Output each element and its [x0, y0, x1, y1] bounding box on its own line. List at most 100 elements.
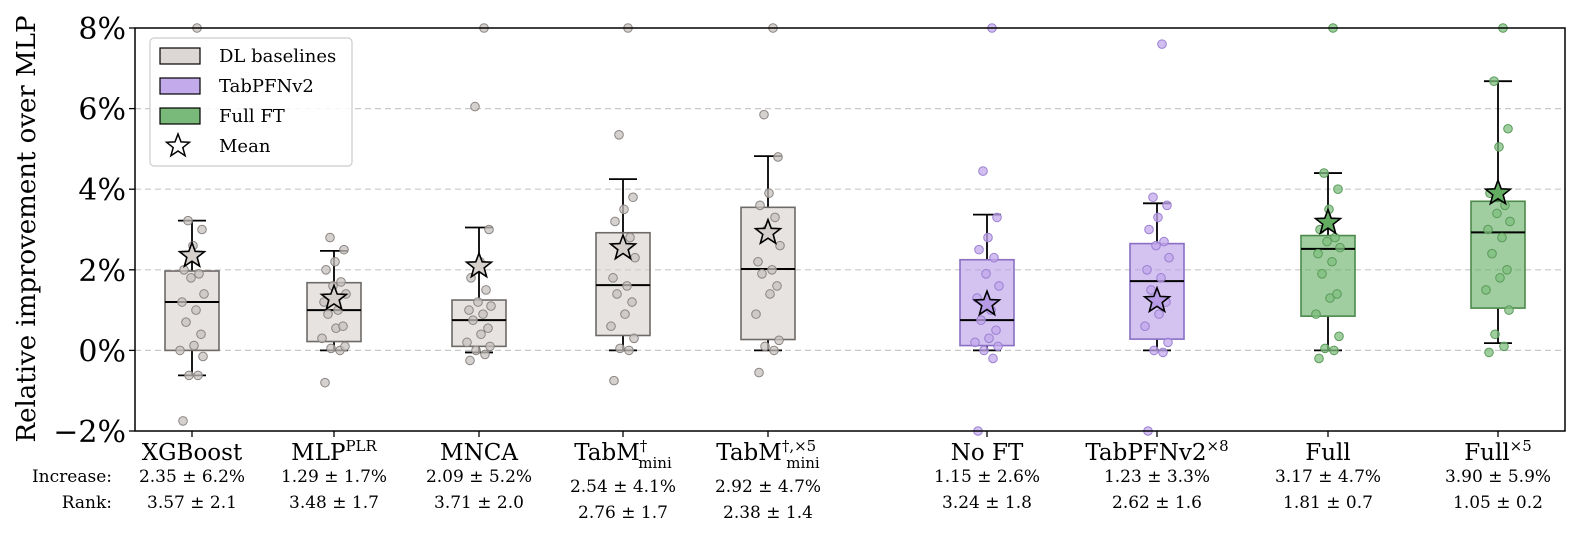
data-point-1-7: [323, 309, 333, 319]
y-tick-label-5: 8%: [78, 12, 126, 47]
data-point-2-15: [484, 224, 494, 235]
data-point-7-16: [1319, 168, 1329, 178]
mean-star-4: [753, 217, 783, 246]
increase-value-6: 1.23 ± 3.3%: [1104, 467, 1210, 487]
data-point-3-3: [629, 333, 639, 344]
data-point-3-14: [619, 204, 629, 215]
legend-swatch-1: [159, 77, 201, 95]
data-point-4-6: [772, 281, 782, 291]
data-point-8-1: [1499, 341, 1509, 352]
data-point-7-3: [1334, 331, 1344, 342]
data-point-7-1: [1329, 345, 1339, 356]
mean-star-5: [972, 288, 1002, 317]
data-point-3-5: [620, 309, 630, 319]
x-tick-label-7: Full: [1305, 440, 1350, 466]
data-point-1-16: [325, 232, 335, 243]
data-point-7-15: [1333, 184, 1343, 194]
data-point-3-2: [615, 343, 625, 354]
data-point-4-7: [757, 269, 767, 279]
legend-frame: [149, 37, 353, 167]
x-tick-label-2: MNCA: [440, 440, 518, 466]
data-point-6-16: [1148, 192, 1158, 203]
data-point-2-7: [468, 315, 478, 325]
data-point-0-2: [184, 370, 194, 381]
rank-value-7: 1.81 ± 0.7: [1283, 493, 1373, 513]
legend-swatch-0: [159, 47, 201, 65]
data-point-7-9: [1313, 248, 1323, 259]
data-point-8-7: [1487, 248, 1497, 259]
increase-row-label: Increase:: [32, 467, 112, 487]
data-point-2-16: [470, 101, 480, 112]
data-point-5-7: [976, 315, 986, 325]
data-point-4-13: [755, 200, 765, 211]
increase-value-7: 3.17 ± 4.7%: [1275, 467, 1381, 487]
data-point-8-14: [1494, 142, 1504, 152]
data-point-3-10: [630, 252, 640, 263]
data-point-1-4: [317, 333, 327, 344]
data-point-2-0: [465, 355, 475, 366]
data-point-2-4: [462, 337, 472, 348]
data-point-6-8: [1156, 273, 1166, 283]
increase-value-8: 3.90 ± 5.9%: [1445, 467, 1551, 487]
data-point-7-2: [1320, 343, 1330, 354]
mean-star-3: [608, 232, 638, 261]
data-point-1-2: [326, 343, 336, 354]
y-tick-label-0: −2%: [53, 415, 126, 450]
rank-value-1: 3.48 ± 1.7: [289, 493, 379, 513]
data-point-6-13: [1144, 224, 1154, 235]
data-point-8-9: [1483, 224, 1493, 235]
rank-value-2: 3.71 ± 2.0: [434, 493, 524, 513]
data-point-8-8: [1497, 232, 1507, 243]
data-point-1-13: [321, 265, 331, 275]
x-tick-label-6: TabPFNv2×8: [1085, 437, 1228, 466]
data-point-6-4: [1140, 321, 1150, 332]
mean-star-1: [319, 283, 349, 311]
data-point-8-16: [1489, 76, 1499, 86]
data-point-4-8: [767, 265, 777, 275]
data-point-4-5: [765, 289, 775, 299]
data-point-5-11: [981, 269, 991, 279]
y-tick-label-2: 2%: [78, 254, 126, 289]
data-point-8-5: [1495, 273, 1505, 283]
data-points: [175, 23, 1515, 436]
data-point-4-2: [760, 341, 770, 352]
data-point-2-8: [478, 309, 488, 319]
data-point-6-3: [1163, 337, 1173, 348]
data-point-6-7: [1146, 285, 1156, 295]
data-point-1-12: [336, 277, 346, 287]
data-point-3-1: [624, 345, 634, 356]
data-point-7-8: [1327, 256, 1337, 267]
legend-swatch-2: [159, 107, 201, 125]
data-point-8-4: [1481, 285, 1491, 295]
data-point-7-11: [1322, 236, 1332, 247]
increase-value-2: 2.09 ± 5.2%: [426, 467, 532, 487]
data-point-3-8: [622, 281, 632, 291]
data-point-4-9: [753, 256, 763, 267]
data-point-1-15: [339, 244, 349, 255]
data-point-0-10: [199, 289, 209, 299]
data-point-8-0: [1484, 347, 1494, 358]
data-point-0-1: [193, 370, 203, 381]
y-axis-label: Relative improvement over MLP: [12, 16, 42, 443]
rank-row-label: Rank:: [62, 493, 112, 513]
data-point-5-14: [983, 232, 993, 243]
legend-star-icon: [164, 131, 192, 158]
data-point-8-10: [1505, 216, 1515, 227]
legend-label-0: DL baselines: [219, 46, 336, 67]
data-point-5-2: [979, 345, 989, 356]
data-point-1-3: [340, 341, 350, 352]
y-axis-ticks: −2% 0% 2% 4% 6% 8%: [53, 12, 135, 450]
data-point-8-3: [1504, 305, 1514, 315]
y-tick-label-3: 4%: [78, 173, 126, 208]
data-point-3-0: [609, 375, 619, 386]
data-point-7-7: [1317, 269, 1327, 279]
data-point-8-2: [1490, 329, 1500, 340]
data-point-2-10: [486, 301, 496, 311]
box-7: [1300, 234, 1356, 317]
data-point-4-3: [774, 335, 784, 346]
x-tick-label-5: No FT: [951, 440, 1024, 466]
data-point-4-0: [754, 367, 764, 378]
data-point-2-9: [464, 305, 474, 315]
